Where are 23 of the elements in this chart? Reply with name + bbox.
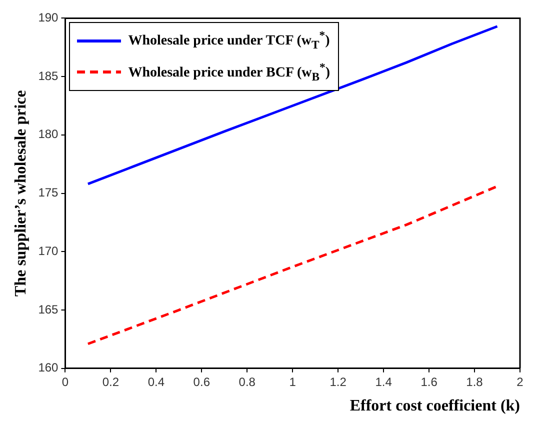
- y-tick-label: 180: [38, 127, 59, 142]
- x-tick-label: 2: [516, 374, 524, 389]
- y-tick-label: 190: [38, 10, 59, 25]
- x-tick-label: 0.8: [238, 374, 256, 389]
- x-tick-label: 1.2: [330, 374, 347, 389]
- legend-label: Wholesale price under TCF (w$_{T}$$^{*}$): [128, 28, 330, 54]
- x-tick-label: 0.2: [102, 374, 120, 389]
- line-series: [86, 185, 499, 346]
- x-axis-title: Effort cost coefficient (k): [350, 398, 520, 415]
- y-tick-label: 165: [38, 302, 59, 316]
- x-tick-label: 1: [289, 374, 296, 389]
- x-tick-label: 1.6: [420, 374, 438, 389]
- x-tick-label: 0.6: [193, 374, 210, 389]
- y-tick-label: 185: [38, 68, 59, 83]
- x-tick-label: 1.4: [375, 374, 392, 389]
- x-tick-label: 0.4: [148, 374, 165, 389]
- y-tick-label: 160: [38, 360, 59, 375]
- x-tick-label: 1.8: [466, 374, 484, 389]
- legend-label: Wholesale price under BCF (w$_{B}$$^{*}$): [128, 60, 330, 86]
- y-tick-label: 170: [38, 244, 59, 258]
- y-tick-label: 175: [38, 186, 59, 200]
- y-axis-title: The supplier’s wholesale price: [12, 90, 30, 296]
- x-tick-label: 0: [62, 374, 69, 389]
